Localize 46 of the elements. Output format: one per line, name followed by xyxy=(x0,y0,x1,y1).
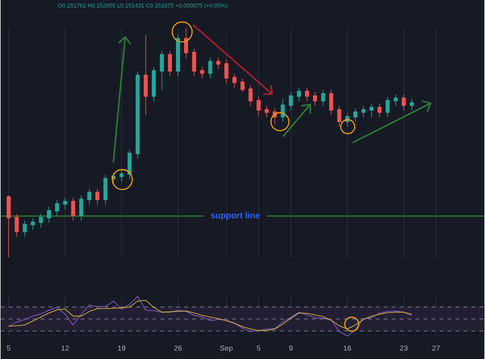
candlestick xyxy=(55,200,60,216)
candlestick xyxy=(296,87,301,102)
candlestick xyxy=(184,28,188,58)
candlestick xyxy=(224,60,228,84)
candlestick xyxy=(128,149,132,180)
candlestick xyxy=(369,103,374,118)
candlestick xyxy=(46,206,52,224)
candlestick xyxy=(329,89,334,116)
candlestick xyxy=(337,106,342,127)
candlestick xyxy=(386,96,390,118)
ref-line-label: support line xyxy=(210,212,260,220)
candlestick xyxy=(6,195,11,258)
candlestick xyxy=(353,108,358,122)
candlestick xyxy=(313,92,318,106)
candlestick xyxy=(410,98,414,111)
candlestick xyxy=(168,50,172,76)
candlestick xyxy=(208,57,212,79)
candlestick xyxy=(288,92,293,111)
candlestick xyxy=(264,106,269,118)
candlestick xyxy=(378,103,382,118)
candlestick xyxy=(30,218,35,230)
candlestick xyxy=(144,34,148,116)
candlestick xyxy=(63,197,68,210)
candlestick xyxy=(103,174,108,205)
candlestick xyxy=(402,94,406,111)
candlestick xyxy=(192,48,196,76)
candlestick xyxy=(22,220,27,237)
candlestick xyxy=(394,94,398,106)
candlestick xyxy=(160,50,164,90)
candlestick xyxy=(14,213,19,237)
candlestick xyxy=(361,106,366,118)
candlestick xyxy=(240,78,245,92)
candlestick xyxy=(304,87,310,102)
candlestick xyxy=(38,213,43,228)
candlestick xyxy=(120,170,124,182)
candlestick xyxy=(87,188,92,205)
candlestick xyxy=(232,73,236,88)
candlestick xyxy=(321,89,326,106)
candlestick xyxy=(280,98,285,122)
candlestick xyxy=(256,96,261,116)
candlestick xyxy=(79,195,84,221)
candlestick xyxy=(95,188,100,205)
candlestick xyxy=(216,57,220,70)
candlestick xyxy=(71,197,76,221)
candlestick xyxy=(248,84,253,106)
candlestick xyxy=(200,66,204,79)
